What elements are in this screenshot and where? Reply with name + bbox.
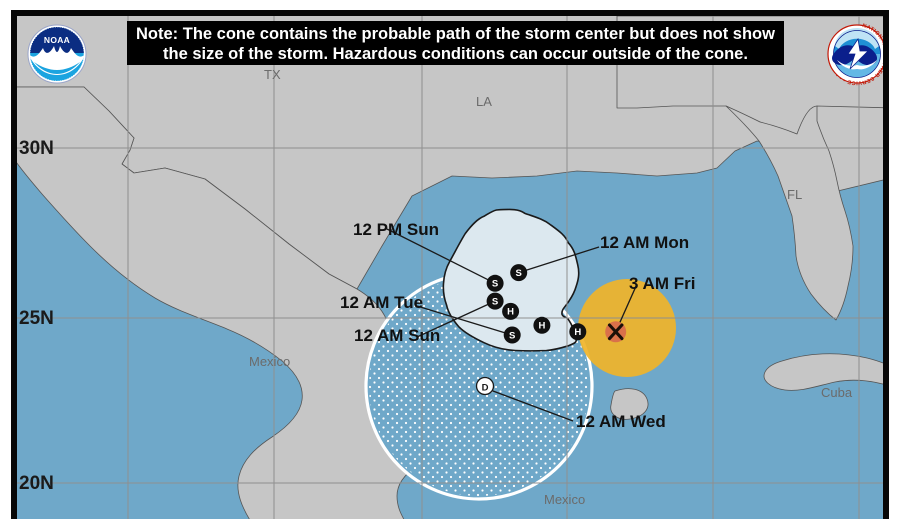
svg-text:NOAA: NOAA bbox=[44, 35, 70, 45]
